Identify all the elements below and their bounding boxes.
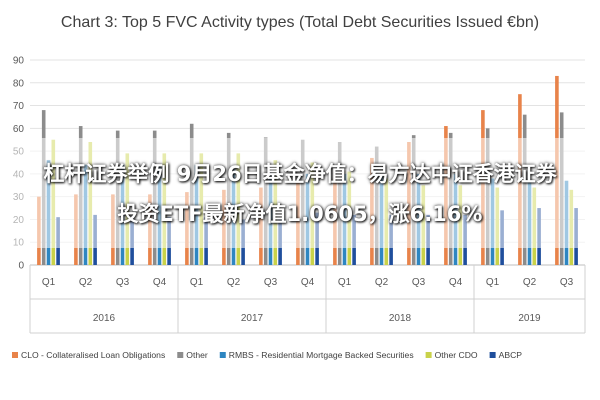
year-label: 2019 (518, 313, 541, 324)
overlay-headline-line2: 投资ETF最新净值1.0605，涨6.16% (117, 202, 483, 226)
x-tick-label: Q4 (301, 277, 315, 288)
x-tick-label: Q4 (449, 277, 463, 288)
legend-swatch (177, 352, 184, 358)
legend-label: Other CDO (435, 350, 478, 360)
legend-swatch (12, 352, 18, 358)
legend-label: ABCP (499, 350, 523, 360)
overlay-headline-line1: 杠杆证券举例 9月26日基金净值：易方达中证香港证券 (43, 162, 557, 186)
year-label: 2018 (389, 313, 412, 324)
chart-title: Chart 3: Top 5 FVC Activity types (Total… (60, 14, 540, 31)
x-tick-label: Q2 (227, 277, 241, 288)
legend-label: Other (186, 350, 208, 360)
x-tick-label: Q2 (375, 277, 389, 288)
x-tick-label: Q3 (264, 277, 278, 288)
x-tick-label: Q2 (523, 277, 537, 288)
y-tick-label: 80 (13, 78, 25, 89)
y-tick-label: 0 (18, 261, 24, 272)
year-label: 2017 (241, 313, 264, 324)
x-tick-label: Q1 (486, 277, 500, 288)
legend-swatch (489, 352, 496, 358)
legend-label: CLO - Collateralised Loan Obligations (21, 350, 165, 360)
y-tick-label: 90 (13, 56, 25, 67)
legend-swatch (219, 352, 226, 358)
x-tick-label: Q3 (560, 277, 574, 288)
legend-label: RMBS - Residential Mortgage Backed Secur… (229, 350, 414, 360)
y-tick-label: 60 (13, 124, 25, 135)
x-tick-label: Q4 (153, 277, 167, 288)
x-tick-label: Q3 (116, 277, 130, 288)
legend-swatch (425, 352, 432, 358)
x-tick-label: Q1 (338, 277, 352, 288)
x-tick-label: Q3 (412, 277, 426, 288)
x-tick-label: Q1 (42, 277, 56, 288)
overlay-banner-band (0, 138, 600, 248)
year-label: 2016 (93, 313, 116, 324)
x-tick-label: Q1 (190, 277, 204, 288)
x-tick-label: Q2 (79, 277, 93, 288)
y-tick-label: 70 (13, 101, 25, 112)
